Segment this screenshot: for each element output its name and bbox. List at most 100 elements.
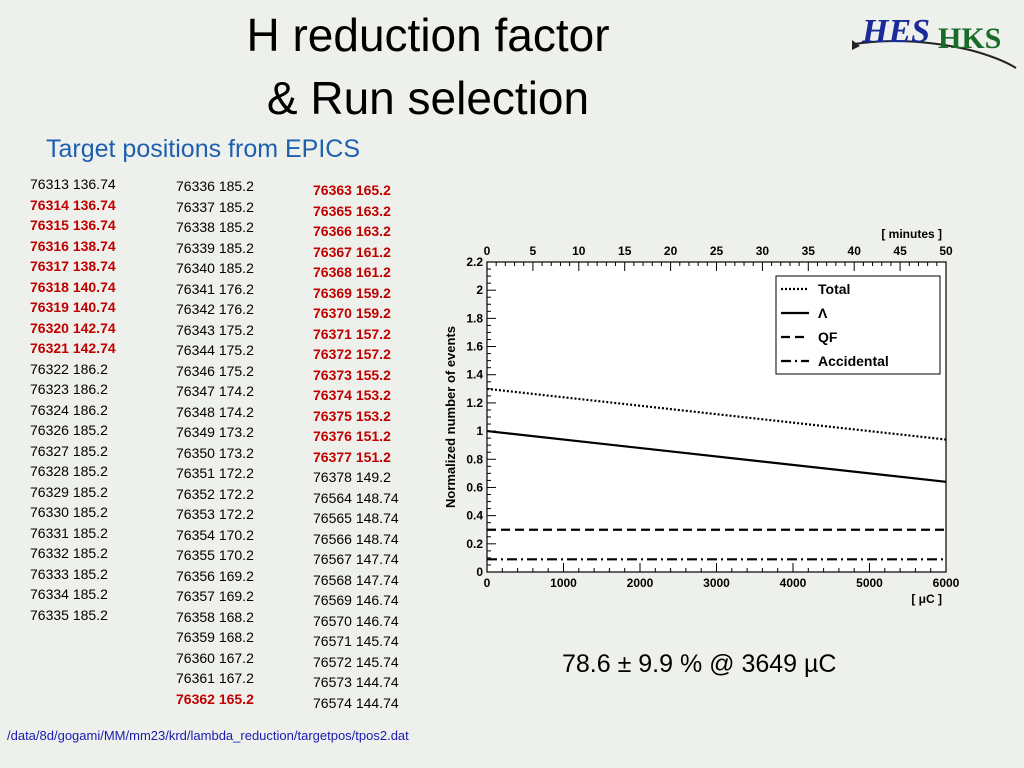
- run-list-column-3: 76363 165.2 76365 163.2 76366 163.2 76367 1…: [313, 180, 399, 713]
- run-entry: 76565 148.74: [313, 510, 399, 526]
- legend-label: QF: [818, 329, 838, 345]
- result-value: 78.6 ± 9.9 % @ 3649 µC: [562, 650, 837, 678]
- legend-label: Total: [818, 281, 850, 297]
- x2-tick-label: 15: [618, 244, 632, 258]
- run-entry: 76314 136.74: [30, 196, 116, 213]
- y-tick-label: 0.2: [466, 537, 483, 551]
- x-tick-label: 5000: [856, 576, 883, 590]
- series-line-1: [486, 429, 947, 483]
- run-entry: 76367 161.2: [313, 243, 391, 260]
- run-entry: 76378 149.2: [313, 469, 391, 485]
- y-tick-label: 0: [476, 565, 483, 579]
- y-tick-label: 2.2: [466, 255, 483, 269]
- run-entry: 76373 155.2: [313, 366, 391, 383]
- run-list-column-1: 76313 136.74 76314 136.74 76315 136.74 7631…: [30, 174, 116, 625]
- run-entry: 76318 140.74: [30, 278, 116, 295]
- run-entry: 76321 142.74: [30, 340, 116, 356]
- run-entry: 76315 136.74: [30, 217, 116, 233]
- run-entry: 76330 185.2: [30, 504, 108, 520]
- run-entry: 76313 136.74: [30, 176, 116, 192]
- run-entry: 76376 151.2: [313, 428, 391, 444]
- run-entry: 76359 168.2: [176, 629, 254, 645]
- run-entry: 76363 165.2: [313, 182, 391, 198]
- run-entry: 76362 165.2: [176, 690, 254, 707]
- x-tick-label: 6000: [933, 576, 960, 590]
- x2-tick-label: 0: [484, 244, 491, 258]
- series-line-0: [486, 387, 947, 441]
- run-entry: 76567 147.74: [313, 551, 399, 567]
- run-entry: 76352 172.2: [176, 485, 254, 502]
- run-entry: 76353 172.2: [176, 506, 254, 522]
- x-tick-label: 1000: [550, 576, 577, 590]
- run-entry: 76372 157.2: [313, 346, 391, 362]
- run-entry: 76360 167.2: [176, 649, 254, 666]
- slide-title-line2: & Run selection: [266, 72, 590, 124]
- run-entry: 76340 185.2: [176, 260, 254, 276]
- run-entry: 76573 144.74: [313, 674, 399, 690]
- x2-tick-label: 5: [530, 244, 537, 258]
- y-axis-title: Normalized number of events: [443, 326, 458, 508]
- run-entry: 76344 175.2: [176, 342, 254, 358]
- run-entry: 76569 146.74: [313, 592, 399, 608]
- run-entry: 76368 161.2: [313, 264, 391, 280]
- run-entry: 76351 172.2: [176, 465, 254, 481]
- run-entry: 76333 185.2: [30, 565, 108, 582]
- y-tick-label: 1.2: [466, 396, 483, 410]
- y-tick-label: 2: [476, 283, 483, 297]
- run-entry: 76354 170.2: [176, 526, 254, 543]
- run-entry: 76348 174.2: [176, 403, 254, 420]
- x2-tick-label: 35: [802, 244, 816, 258]
- x2-axis-title: [ minutes ]: [881, 227, 942, 241]
- run-entry: 76331 185.2: [30, 524, 108, 541]
- run-entry: 76566 148.74: [313, 530, 399, 547]
- run-entry: 76365 163.2: [313, 202, 391, 219]
- run-entry: 76361 167.2: [176, 670, 254, 686]
- run-entry: 76349 173.2: [176, 424, 254, 440]
- run-entry: 76335 185.2: [30, 606, 108, 623]
- run-entry: 76334 185.2: [30, 586, 108, 602]
- legend-box: [775, 275, 941, 375]
- run-entry: 76574 144.74: [313, 694, 399, 711]
- run-list-column-2: 76336 185.2 76337 185.2 76338 185.2 76339 1…: [176, 176, 254, 709]
- run-entry: 76366 163.2: [313, 223, 391, 239]
- run-entry: 76350 173.2: [176, 444, 254, 461]
- run-entry: 76328 185.2: [30, 463, 108, 479]
- run-entry: 76571 145.74: [313, 633, 399, 649]
- run-entry: 76572 145.74: [313, 653, 399, 670]
- run-entry: 76343 175.2: [176, 321, 254, 338]
- y-tick-label: 1.8: [466, 311, 483, 325]
- run-entry: 76337 185.2: [176, 198, 254, 215]
- run-entry: 76329 185.2: [30, 483, 108, 500]
- run-entry: 76355 170.2: [176, 547, 254, 563]
- y-tick-label: 0.6: [466, 480, 483, 494]
- y-tick-label: 1.6: [466, 340, 483, 354]
- run-entry: 76323 186.2: [30, 381, 108, 397]
- run-entry: 76377 151.2: [313, 448, 391, 465]
- legend-label: Λ: [818, 305, 828, 321]
- y-tick-label: 1.4: [466, 368, 483, 382]
- run-entry: 76358 168.2: [176, 608, 254, 625]
- run-entry: 76332 185.2: [30, 545, 108, 561]
- run-entry: 76568 147.74: [313, 571, 399, 588]
- run-entry: 76371 157.2: [313, 325, 391, 342]
- run-entry: 76326 185.2: [30, 422, 108, 438]
- x-tick-label: 0: [484, 576, 491, 590]
- slide-title-line1: H reduction factor: [246, 9, 610, 61]
- run-entry: 76346 175.2: [176, 362, 254, 379]
- x-axis-title: [ μC ]: [911, 592, 942, 606]
- run-entry: 76339 185.2: [176, 239, 254, 256]
- x2-tick-label: 45: [893, 244, 907, 258]
- logo-text-hks: HKS: [938, 22, 1001, 55]
- logo-text-hes: HES: [861, 13, 930, 50]
- x-tick-label: 4000: [780, 576, 807, 590]
- x2-tick-label: 40: [848, 244, 862, 258]
- run-entry: 76375 153.2: [313, 407, 391, 424]
- run-entry: 76336 185.2: [176, 178, 254, 194]
- run-entry: 76342 176.2: [176, 301, 254, 317]
- x-tick-label: 2000: [627, 576, 654, 590]
- run-entry: 76564 148.74: [313, 489, 399, 506]
- y-tick-label: 0.4: [466, 509, 483, 523]
- run-entry: 76320 142.74: [30, 319, 116, 336]
- run-entry: 76374 153.2: [313, 387, 391, 403]
- run-entry: 76338 185.2: [176, 219, 254, 235]
